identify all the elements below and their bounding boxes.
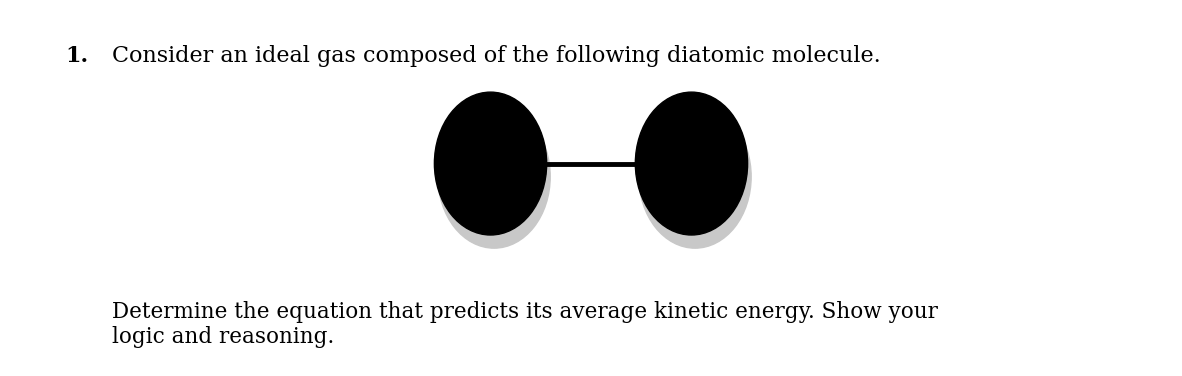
Ellipse shape bbox=[435, 92, 546, 235]
Ellipse shape bbox=[636, 92, 747, 235]
Ellipse shape bbox=[638, 105, 752, 248]
Text: Consider an ideal gas composed of the following diatomic molecule.: Consider an ideal gas composed of the fo… bbox=[112, 45, 881, 67]
Text: Determine the equation that predicts its average kinetic energy. Show your
logic: Determine the equation that predicts its… bbox=[112, 301, 939, 348]
Text: 1.: 1. bbox=[65, 45, 89, 67]
Ellipse shape bbox=[437, 105, 550, 248]
